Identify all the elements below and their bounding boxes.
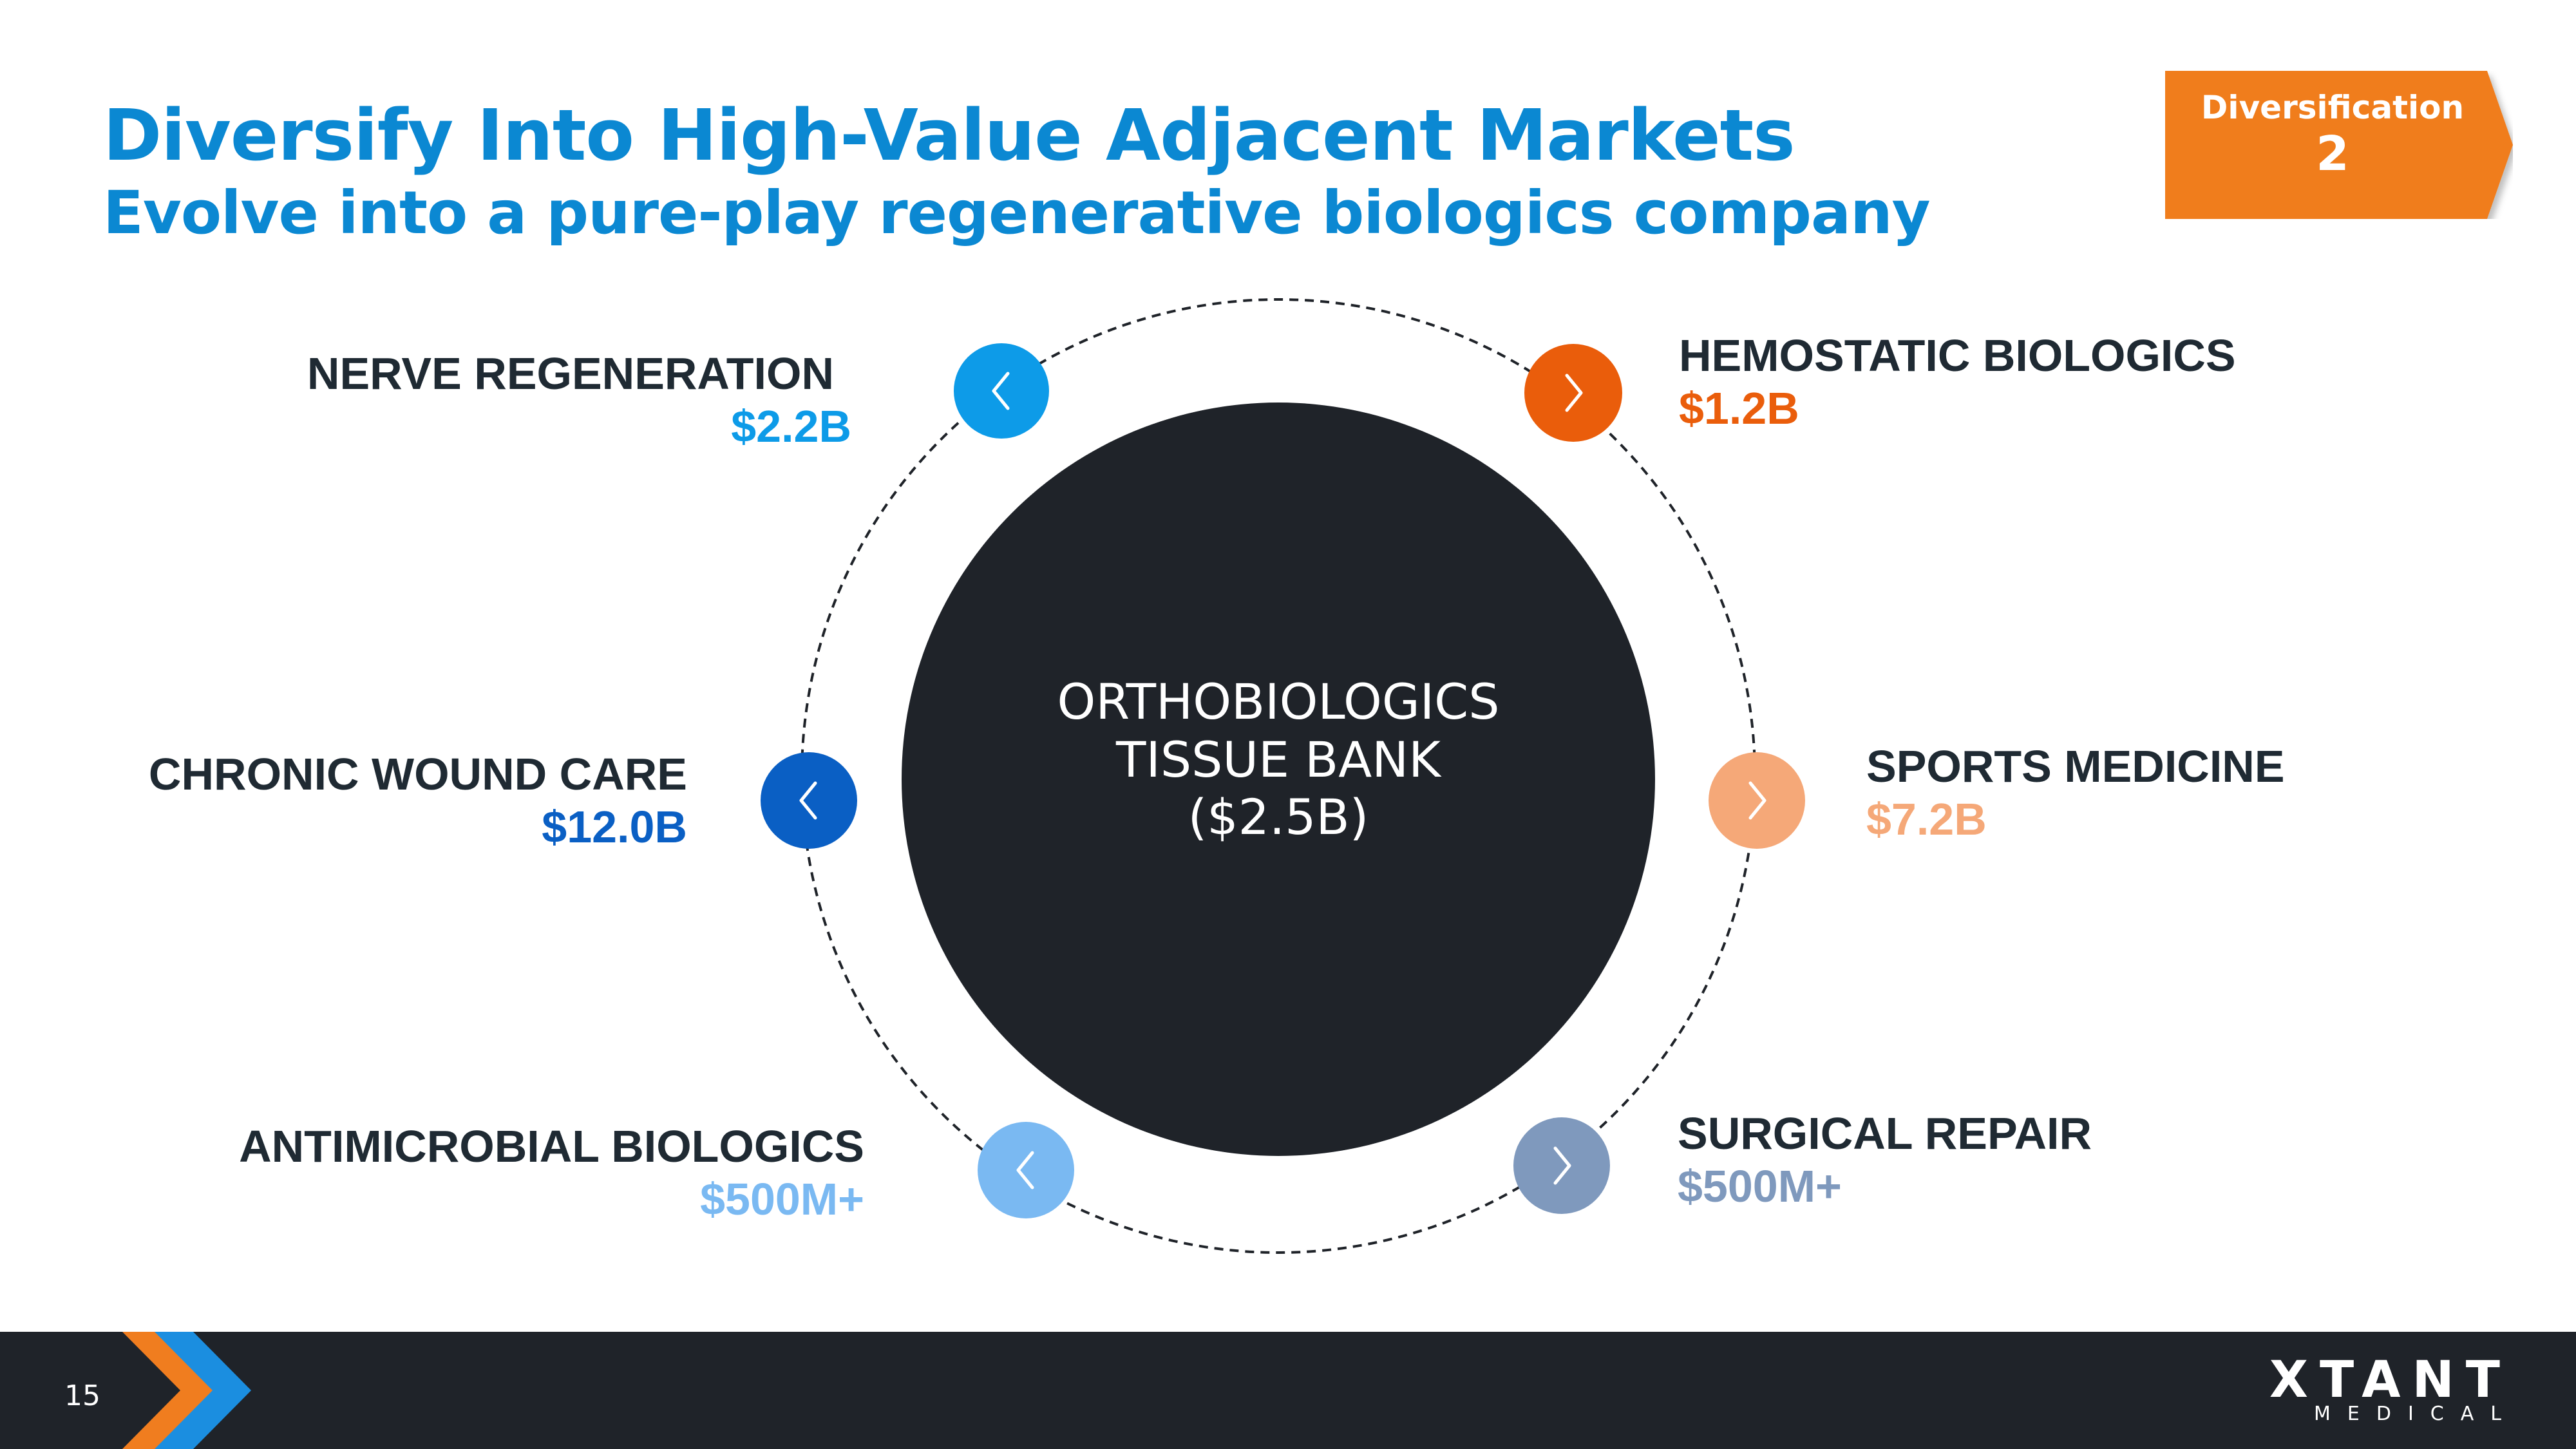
page-title: Diversify Into High-Value Adjacent Marke…: [103, 94, 1795, 176]
company-logo-subtitle: MEDICAL: [2314, 1403, 2518, 1425]
brand-chevron-icon: [122, 1332, 251, 1449]
footer-bar: [0, 1332, 2576, 1449]
company-logo: XTANT: [2269, 1351, 2512, 1409]
market-value-nerve-regeneration: $2.2B: [731, 401, 851, 451]
market-value-surgical-repair: $500M+: [1678, 1161, 1842, 1211]
market-name-surgical-repair: SURGICAL REPAIR: [1678, 1108, 2092, 1159]
badge-content: Diversification 2: [2165, 90, 2500, 183]
page-number: 15: [64, 1379, 100, 1412]
center-line-1: ORTHOBIOLOGICS: [1057, 673, 1500, 730]
node-surgical-repair[interactable]: [1513, 1117, 1610, 1214]
center-line-3: ($2.5B): [1188, 788, 1369, 846]
node-hemostatic-biologics[interactable]: [1524, 344, 1622, 442]
node-sports-medicine[interactable]: [1709, 752, 1805, 849]
badge-number: 2: [2316, 126, 2349, 182]
market-name-chronic-wound-care: CHRONIC WOUND CARE: [148, 749, 687, 799]
chevron-left-icon: [1016, 1151, 1034, 1189]
chevron-right-icon: [1748, 781, 1766, 820]
center-circle: [902, 402, 1655, 1156]
market-name-antimicrobial-biologics: ANTIMICROBIAL BIOLOGICS: [239, 1121, 864, 1171]
market-name-hemostatic-biologics: HEMOSTATIC BIOLOGICS: [1679, 330, 2236, 381]
market-value-antimicrobial-biologics: $500M+: [700, 1174, 864, 1224]
market-value-sports-medicine: $7.2B: [1866, 794, 1987, 844]
market-diagram: [761, 298, 1805, 1254]
chevron-right-icon: [1553, 1146, 1571, 1185]
market-name-nerve-regeneration: NERVE REGENERATION: [307, 348, 834, 399]
chevron-left-icon: [799, 781, 817, 820]
chevron-left-icon: [992, 372, 1010, 410]
market-name-sports-medicine: SPORTS MEDICINE: [1866, 741, 2285, 791]
market-value-chronic-wound-care: $12.0B: [542, 802, 687, 852]
node-antimicrobial-biologics[interactable]: [978, 1122, 1074, 1218]
center-line-2: TISSUE BANK: [1116, 730, 1441, 788]
market-value-hemostatic-biologics: $1.2B: [1679, 383, 1799, 433]
diversification-badge: [2165, 71, 2513, 219]
chevron-right-icon: [1565, 374, 1583, 412]
badge-label: Diversification: [2201, 89, 2465, 126]
page-subtitle: Evolve into a pure-play regenerative bio…: [103, 178, 1931, 247]
node-chronic-wound-care[interactable]: [761, 752, 857, 849]
node-nerve-regeneration[interactable]: [954, 343, 1049, 439]
center-label: ORTHOBIOLOGICS TISSUE BANK ($2.5B): [902, 673, 1655, 846]
